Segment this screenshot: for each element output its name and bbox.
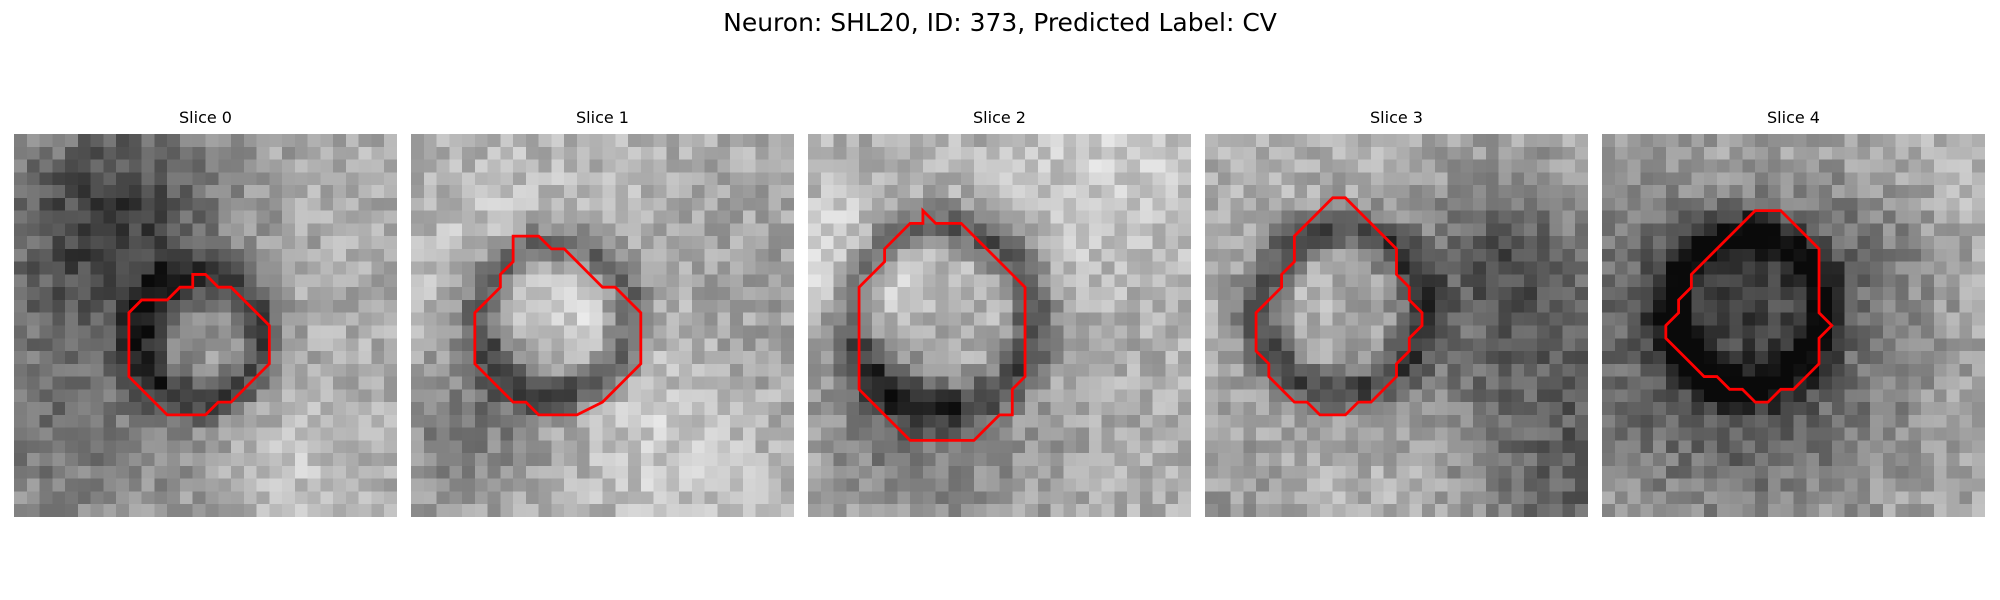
grayscale-pixel-grid — [14, 134, 397, 517]
slice-panel-3: Slice 3 — [1205, 108, 1588, 517]
em-slice-image — [14, 134, 397, 517]
outline-polygon — [127, 273, 271, 417]
outline-polygon — [857, 207, 1027, 442]
segmentation-outline — [857, 207, 1027, 442]
slice-title: Slice 1 — [576, 108, 629, 127]
slice-panel-4: Slice 4 — [1602, 108, 1985, 517]
slice-panel-1: Slice 1 — [411, 108, 794, 517]
slice-title: Slice 0 — [179, 108, 232, 127]
em-slice-image — [411, 134, 794, 517]
figure-title: Neuron: SHL20, ID: 373, Predicted Label:… — [723, 8, 1277, 37]
outline-polygon — [473, 234, 643, 417]
slice-title: Slice 3 — [1370, 108, 1423, 127]
em-slice-image — [1602, 134, 1985, 517]
grayscale-pixel-grid — [1205, 134, 1588, 517]
slice-title: Slice 2 — [973, 108, 1026, 127]
segmentation-outline — [473, 234, 643, 417]
em-slice-image — [808, 134, 1191, 517]
outline-polygon — [1254, 196, 1424, 417]
grayscale-pixel-grid — [808, 134, 1191, 517]
segmentation-outline — [1254, 196, 1424, 417]
slice-panel-2: Slice 2 — [808, 108, 1191, 517]
slice-title: Slice 4 — [1767, 108, 1820, 127]
segmentation-outline — [127, 273, 271, 417]
em-slice-image — [1205, 134, 1588, 517]
slice-panel-0: Slice 0 — [14, 108, 397, 517]
segmentation-outline — [1664, 209, 1834, 404]
outline-polygon — [1664, 209, 1834, 404]
